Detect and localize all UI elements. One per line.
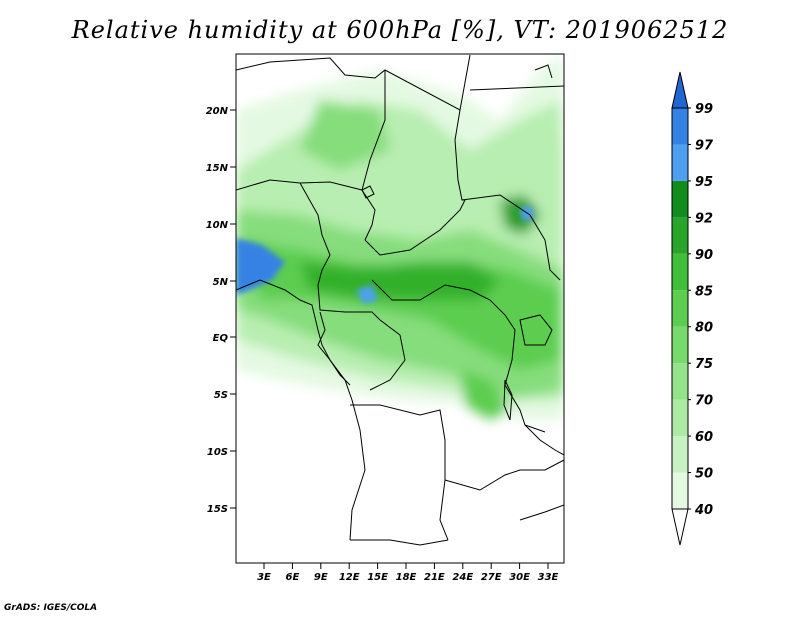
- colorbar-bin: [672, 144, 688, 181]
- colorbar-bin: [672, 253, 688, 291]
- border-zambia: [444, 459, 564, 491]
- map-title: Relative humidity at 600hPa [%], VT: 201…: [71, 16, 729, 44]
- colorbar-label: 99: [695, 102, 713, 117]
- humidity-region-99: [236, 238, 285, 295]
- colorbar-label: 85: [695, 284, 713, 299]
- lon-tick-label: 9E: [314, 572, 328, 583]
- lon-tick-label: 21E: [424, 572, 445, 583]
- humidity-region-97-a: [356, 285, 378, 304]
- lon-tick-label: 30E: [509, 572, 530, 583]
- humidity-region-92: [500, 195, 540, 235]
- colorbar-bin: [672, 363, 688, 400]
- lake-tanganyika: [503, 379, 513, 421]
- humidity-field: [236, 54, 564, 563]
- lon-tick-label: 3E: [257, 572, 271, 583]
- lake-victoria: [519, 314, 553, 346]
- colorbar-bin: [671, 71, 689, 109]
- border-gabon: [317, 311, 351, 386]
- colorbar-bin: [672, 436, 688, 473]
- coastline-west: [236, 279, 366, 541]
- colorbar-label: 70: [695, 394, 713, 409]
- colorbar-outline: [671, 107, 689, 510]
- colorbar-label: 40: [694, 503, 713, 518]
- colorbar-bin: [672, 217, 688, 254]
- colorbar-bin: [672, 472, 688, 509]
- colorbar-label: 95: [695, 175, 713, 190]
- border-angola-east: [439, 440, 449, 541]
- lon-tick-label: 24E: [452, 572, 473, 583]
- border-cameroon-congo: [317, 284, 381, 321]
- lat-tick-label: 10S: [207, 447, 228, 458]
- humidity-region-75-sw: [460, 370, 510, 420]
- colorbar-label: 60: [695, 430, 713, 445]
- lon-tick-label: 12E: [339, 572, 360, 583]
- lat-tick-label: 15N: [206, 163, 229, 174]
- colorbar-label: 75: [695, 357, 713, 372]
- lon-tick-label: 6E: [286, 572, 300, 583]
- border-car-south: [371, 279, 506, 316]
- colorbar-bin: [672, 399, 688, 437]
- border-chad-car: [364, 199, 466, 256]
- lat-tick-label: 5S: [214, 390, 228, 401]
- colorbar-bin: [672, 326, 688, 364]
- border-angola-north: [350, 404, 446, 441]
- lon-tick-label: 18E: [396, 572, 417, 583]
- colorbar: 40 50 60 70 75 80 85 90 92 95 97 99: [671, 71, 714, 546]
- borders: [236, 54, 564, 546]
- border-south-sudan: [461, 194, 561, 281]
- lon-tick-label: 15E: [367, 572, 388, 583]
- colorbar-bin: [671, 508, 689, 546]
- border-sudan-north: [469, 85, 564, 91]
- lat-tick-label: 5N: [213, 277, 229, 288]
- border-tanzania: [524, 424, 564, 456]
- coastline-horn: [534, 64, 553, 79]
- humidity-region-60-n: [300, 100, 390, 170]
- colorbar-label: 50: [695, 467, 713, 482]
- colorbar-bin: [672, 290, 688, 327]
- colorbar-label: 92: [695, 211, 713, 226]
- credit-label: GrADS: IGES/COLA: [4, 603, 98, 613]
- lat-tick-label: EQ: [213, 333, 229, 344]
- lake-chad: [361, 185, 375, 199]
- lat-tick-label: 15S: [207, 504, 228, 515]
- lat-tick-label: 10N: [206, 220, 229, 231]
- colorbar-label: 97: [695, 138, 714, 153]
- lat-tick-label: 20N: [206, 106, 229, 117]
- latitude-axis: 20N 15N 10N 5N EQ 5S 10S 15S: [206, 106, 236, 515]
- colorbar-bin: [672, 180, 688, 218]
- border-congo-drc: [369, 319, 406, 391]
- colorbar-bin: [672, 108, 688, 145]
- colorbar-label: 90: [695, 248, 713, 263]
- map-frame: [235, 53, 565, 564]
- longitude-axis: 3E 6E 9E 12E 15E 18E 21E 24E 27E 30E 33E: [257, 563, 559, 583]
- humidity-region-90: [300, 262, 500, 300]
- colorbar-label: 80: [695, 321, 713, 336]
- border-angola-south: [350, 539, 449, 546]
- lon-tick-label: 27E: [481, 572, 502, 583]
- border-libya-chad: [236, 54, 471, 111]
- border-nigeria-cameroon: [299, 182, 331, 286]
- lon-tick-label: 33E: [538, 572, 559, 583]
- border-mozambique: [519, 504, 564, 521]
